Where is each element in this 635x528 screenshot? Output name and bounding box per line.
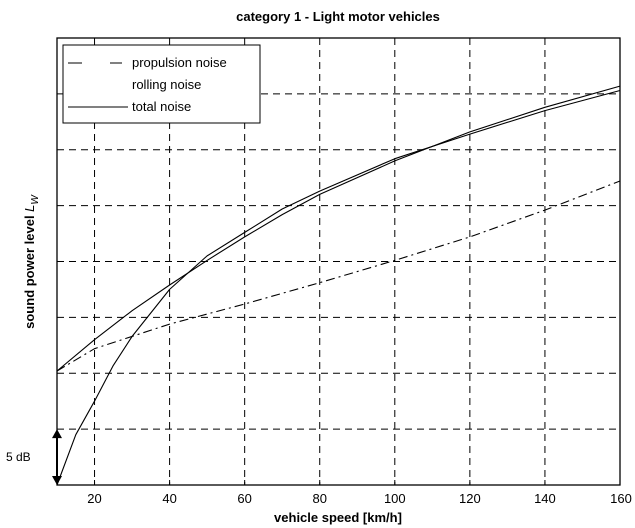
series-line-2 <box>56 85 621 372</box>
x-tick-label: 20 <box>87 491 101 506</box>
x-tick-label: 80 <box>312 491 326 506</box>
x-tick-label: 160 <box>610 491 632 506</box>
y-axis-label: sound power level LW <box>22 194 41 329</box>
scale-bar: 5 dB <box>6 429 62 485</box>
legend: propulsion noise rolling noise total noise <box>62 44 261 124</box>
y-axis-label-subscript: W <box>30 194 41 205</box>
y-axis-label-text: sound power level <box>22 212 37 329</box>
x-axis-label: vehicle speed [km/h] <box>274 510 402 525</box>
x-ticks: 20 40 60 80 100 120 140 160 <box>87 480 632 506</box>
x-tick-label: 140 <box>534 491 556 506</box>
legend-label-2: total noise <box>132 99 191 114</box>
legend-box <box>62 44 261 124</box>
series-line-1 <box>56 89 621 486</box>
x-tick-label: 120 <box>459 491 481 506</box>
chart-title: category 1 - Light motor vehicles <box>236 9 440 24</box>
legend-label-0: propulsion noise <box>132 55 227 70</box>
scale-bar-arrow-top <box>52 429 62 439</box>
x-tick-label: 40 <box>162 491 176 506</box>
legend-label-1: rolling noise <box>132 77 201 92</box>
x-tick-label: 100 <box>384 491 406 506</box>
x-tick-label: 60 <box>237 491 251 506</box>
scale-bar-label: 5 dB <box>6 450 31 464</box>
series-lines <box>56 85 621 486</box>
scale-bar-arrow-bottom <box>52 476 62 485</box>
series-line-0 <box>56 180 621 372</box>
y-axis-label-symbol: L <box>22 205 37 212</box>
